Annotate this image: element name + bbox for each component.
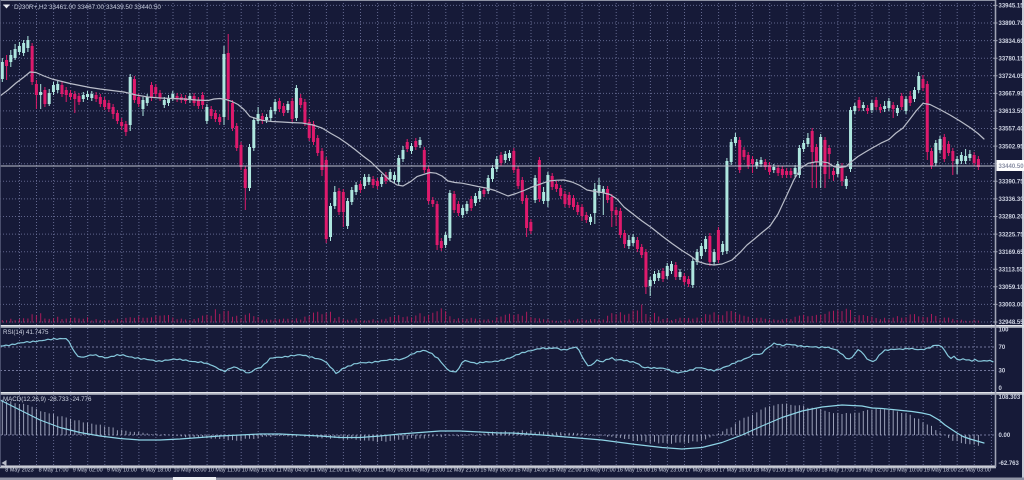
svg-text:33780.15: 33780.15 <box>999 56 1024 62</box>
svg-text:8 May 2023: 8 May 2023 <box>5 467 33 473</box>
svg-text:70: 70 <box>999 345 1006 351</box>
svg-text:33003.00: 33003.00 <box>999 303 1024 309</box>
svg-text:15 May 14:00: 15 May 14:00 <box>515 467 548 473</box>
svg-text:30: 30 <box>999 369 1006 375</box>
svg-text:19 May 10:00: 19 May 10:00 <box>890 467 923 473</box>
svg-text:12 May 13:00: 12 May 13:00 <box>412 467 445 473</box>
svg-text:16 May 15:00: 16 May 15:00 <box>617 467 650 473</box>
svg-text:0: 0 <box>999 386 1003 392</box>
svg-text:33336.30: 33336.30 <box>999 197 1024 203</box>
svg-text:MACD(12,26,9) -28.733 -24.776: MACD(12,26,9) -28.733 -24.776 <box>3 396 92 403</box>
svg-text:33667.95: 33667.95 <box>999 92 1024 98</box>
svg-text:100: 100 <box>999 328 1010 334</box>
svg-text:33059.10: 33059.10 <box>999 285 1024 291</box>
svg-text:16 May 23:00: 16 May 23:00 <box>651 467 684 473</box>
svg-text:-62.763: -62.763 <box>999 461 1020 467</box>
svg-text:19 May 18:00: 19 May 18:00 <box>924 467 957 473</box>
svg-text:33613.50: 33613.50 <box>999 109 1024 115</box>
svg-text:33390.75: 33390.75 <box>999 180 1024 186</box>
svg-text:22 May 03:00: 22 May 03:00 <box>958 467 991 473</box>
svg-text:33557.40: 33557.40 <box>999 127 1024 133</box>
svg-text:33945.15: 33945.15 <box>999 4 1024 10</box>
svg-text:17 May 16:00: 17 May 16:00 <box>719 467 752 473</box>
svg-text:32948.55: 32948.55 <box>999 320 1024 326</box>
svg-text:DJ30R+,H2 33461.00 33467.00 33: DJ30R+,H2 33461.00 33467.00 33439.50 334… <box>14 4 161 11</box>
svg-text:18 May 01:00: 18 May 01:00 <box>753 467 786 473</box>
svg-text:10 May 19:00: 10 May 19:00 <box>242 467 275 473</box>
svg-text:15 May 06:00: 15 May 06:00 <box>480 467 513 473</box>
svg-text:9 May 02:00: 9 May 02:00 <box>73 467 103 473</box>
svg-text:108.303: 108.303 <box>999 395 1021 401</box>
svg-text:11 May 04:00: 11 May 04:00 <box>276 467 309 473</box>
svg-text:33502.95: 33502.95 <box>999 144 1024 150</box>
svg-text:9 May 18:00: 9 May 18:00 <box>141 467 171 473</box>
svg-text:33280.20: 33280.20 <box>999 215 1024 221</box>
svg-text:RSI(14) 41.7475: RSI(14) 41.7475 <box>3 329 49 336</box>
svg-text:33440.50: 33440.50 <box>999 164 1024 170</box>
svg-text:11 May 20:00: 11 May 20:00 <box>344 467 377 473</box>
svg-text:0.00: 0.00 <box>999 433 1011 439</box>
svg-text:18 May 17:00: 18 May 17:00 <box>821 467 854 473</box>
svg-text:10 May 03:00: 10 May 03:00 <box>174 467 207 473</box>
svg-text:33890.70: 33890.70 <box>999 21 1024 27</box>
svg-text:8 May 17:00: 8 May 17:00 <box>39 467 69 473</box>
svg-text:9 May 10:00: 9 May 10:00 <box>107 467 137 473</box>
svg-text:33834.60: 33834.60 <box>999 39 1024 45</box>
svg-text:15 May 22:00: 15 May 22:00 <box>549 467 582 473</box>
svg-text:18 May 09:00: 18 May 09:00 <box>787 467 820 473</box>
svg-text:12 May 21:00: 12 May 21:00 <box>446 467 479 473</box>
svg-text:33724.05: 33724.05 <box>999 74 1024 80</box>
svg-text:33225.75: 33225.75 <box>999 232 1024 238</box>
svg-text:19 May 02:00: 19 May 02:00 <box>856 467 889 473</box>
svg-text:17 May 08:00: 17 May 08:00 <box>685 467 718 473</box>
svg-text:12 May 05:00: 12 May 05:00 <box>378 467 411 473</box>
svg-text:11 May 12:00: 11 May 12:00 <box>310 467 343 473</box>
svg-text:16 May 07:00: 16 May 07:00 <box>583 467 616 473</box>
svg-text:10 May 11:00: 10 May 11:00 <box>208 467 241 473</box>
svg-text:33169.65: 33169.65 <box>999 250 1024 256</box>
svg-text:33113.55: 33113.55 <box>999 267 1024 273</box>
